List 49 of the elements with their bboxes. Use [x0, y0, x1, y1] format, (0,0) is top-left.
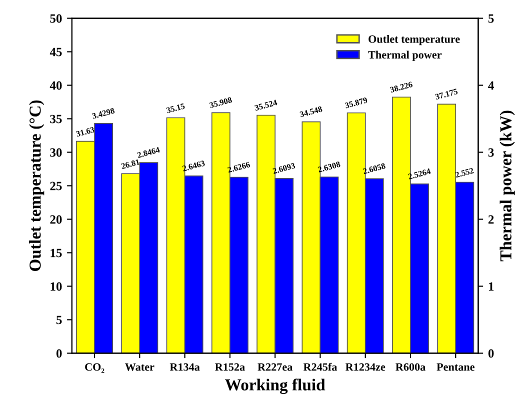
- x-tick-label: R227ea: [258, 363, 292, 371]
- y-tick-label: 15: [50, 248, 62, 258]
- x-axis-title: Working fluid: [225, 378, 326, 394]
- y2-tick-label: 4: [488, 81, 494, 90]
- y-tick-label: 20: [50, 215, 62, 224]
- data-label: 35.524: [254, 100, 278, 111]
- x-tick-label: Water: [125, 363, 154, 371]
- y2-tick-label: 1: [488, 282, 494, 291]
- y-tick-label: 40: [50, 81, 62, 90]
- y-tick-label: 0: [56, 349, 62, 358]
- x-tick-label: R245fa: [303, 362, 338, 371]
- data-label: 2.8464: [137, 146, 160, 158]
- data-label: 35.879: [344, 97, 368, 108]
- y2-tick-label: 5: [488, 14, 494, 23]
- data-label: 34.548: [300, 106, 323, 118]
- data-label: 2.6463: [182, 160, 206, 172]
- y-tick-label: 35: [50, 114, 62, 124]
- legend-label: Outlet temperature: [368, 35, 460, 46]
- x-tick-label: R152a: [215, 363, 245, 371]
- y-tick-label: 30: [50, 148, 62, 157]
- data-label: 2.5264: [408, 168, 431, 180]
- x-tick-label: CO₂: [85, 363, 104, 373]
- data-label: 2.552: [455, 168, 474, 178]
- y2-axis-title: Thermal power (kW): [500, 110, 515, 262]
- x-tick-label: Pentane: [436, 363, 474, 371]
- data-label: 38.226: [390, 81, 413, 93]
- y-axis-title: Outlet temperature (°C): [29, 100, 44, 271]
- x-tick-label: R1234ze: [345, 363, 386, 371]
- y-tick-label: 25: [50, 182, 62, 190]
- y-tick-label: 10: [50, 282, 62, 291]
- data-label: 35.15: [166, 103, 186, 114]
- data-label: 31.63: [76, 126, 95, 137]
- x-tick-label: R134a: [170, 363, 200, 371]
- y-tick-label: 50: [50, 14, 62, 23]
- y2-tick-label: 3: [488, 148, 494, 157]
- data-label: 2.6058: [362, 162, 386, 174]
- y-tick-label: 45: [50, 48, 62, 56]
- legend-label: Thermal power: [368, 50, 442, 61]
- data-label: 35.908: [209, 96, 232, 108]
- data-label: 37.175: [434, 88, 458, 100]
- y2-tick-label: 2: [488, 215, 494, 224]
- data-label: 2.6308: [318, 161, 341, 173]
- data-label: 26.81: [120, 159, 140, 170]
- data-label: 2.6266: [227, 162, 250, 173]
- x-tick-label: R600a: [396, 363, 426, 371]
- data-label: 2.6093: [272, 162, 296, 174]
- y2-tick-label: 0: [488, 349, 494, 358]
- y-tick-label: 5: [56, 316, 62, 324]
- data-label: 3.4298: [92, 108, 115, 119]
